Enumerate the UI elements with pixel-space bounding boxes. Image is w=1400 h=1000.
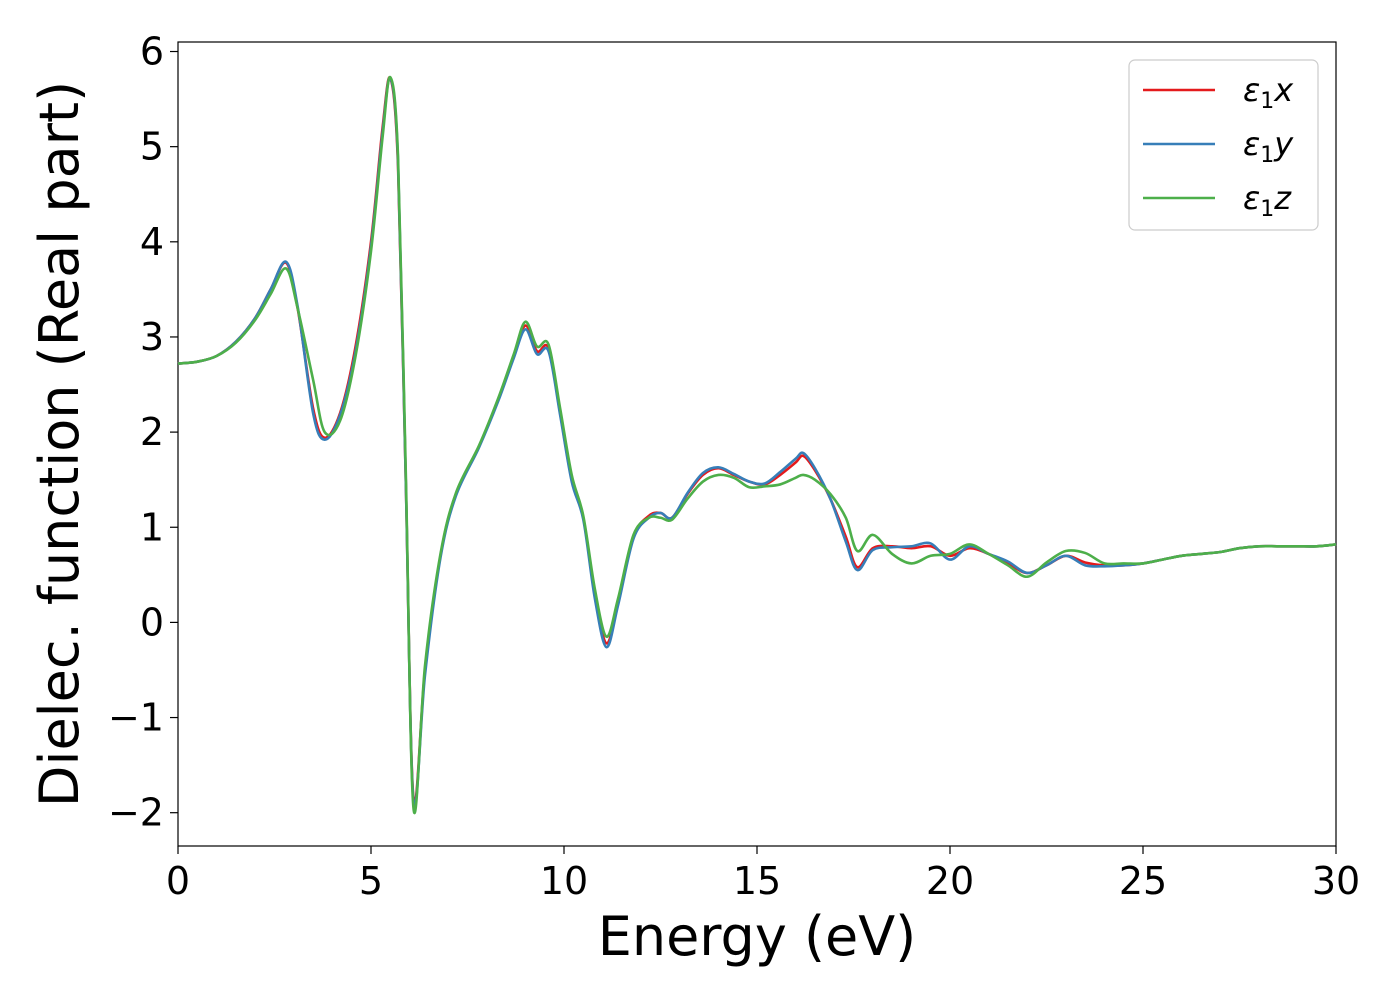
x-tick-label: 30 [1312, 859, 1360, 903]
legend-label-y: ε1y [1243, 125, 1294, 168]
x-tick-label: 0 [166, 859, 190, 903]
x-axis-label: Energy (eV) [598, 905, 917, 968]
y-tick-label: −1 [108, 696, 164, 740]
series-group [177, 75, 1337, 815]
x-axis-ticks: 0 5 10 15 20 25 30 [166, 846, 1360, 903]
legend: ε1x ε1y ε1z [1128, 59, 1319, 231]
y-tick-label: 4 [140, 220, 164, 264]
y-tick-label: 6 [140, 30, 164, 74]
y-axis-ticks: −2 −1 0 1 2 3 4 5 6 [108, 30, 178, 835]
x-tick-label: 25 [1119, 859, 1167, 903]
y-tick-label: 0 [140, 600, 164, 644]
series-line-z [177, 75, 1337, 815]
x-tick-label: 5 [359, 859, 383, 903]
y-tick-label: −2 [108, 791, 164, 835]
legend-label-x: ε1x [1243, 71, 1294, 114]
y-tick-label: 2 [140, 410, 164, 454]
y-tick-label: 5 [140, 125, 164, 169]
y-tick-label: 3 [140, 315, 164, 359]
y-axis-label: Dielec. function (Real part) [28, 81, 91, 807]
x-tick-label: 10 [540, 859, 588, 903]
y-tick-label: 1 [140, 505, 164, 549]
legend-label-z: ε1z [1243, 179, 1292, 222]
legend-box [1128, 59, 1319, 231]
x-tick-label: 15 [733, 859, 781, 903]
x-tick-label: 20 [926, 859, 974, 903]
legend-items: ε1x ε1y ε1z [1143, 71, 1294, 222]
